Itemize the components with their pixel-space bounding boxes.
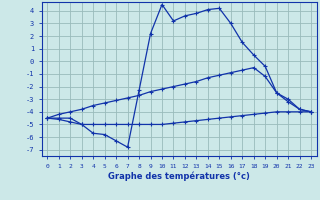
- X-axis label: Graphe des températures (°c): Graphe des températures (°c): [108, 171, 250, 181]
